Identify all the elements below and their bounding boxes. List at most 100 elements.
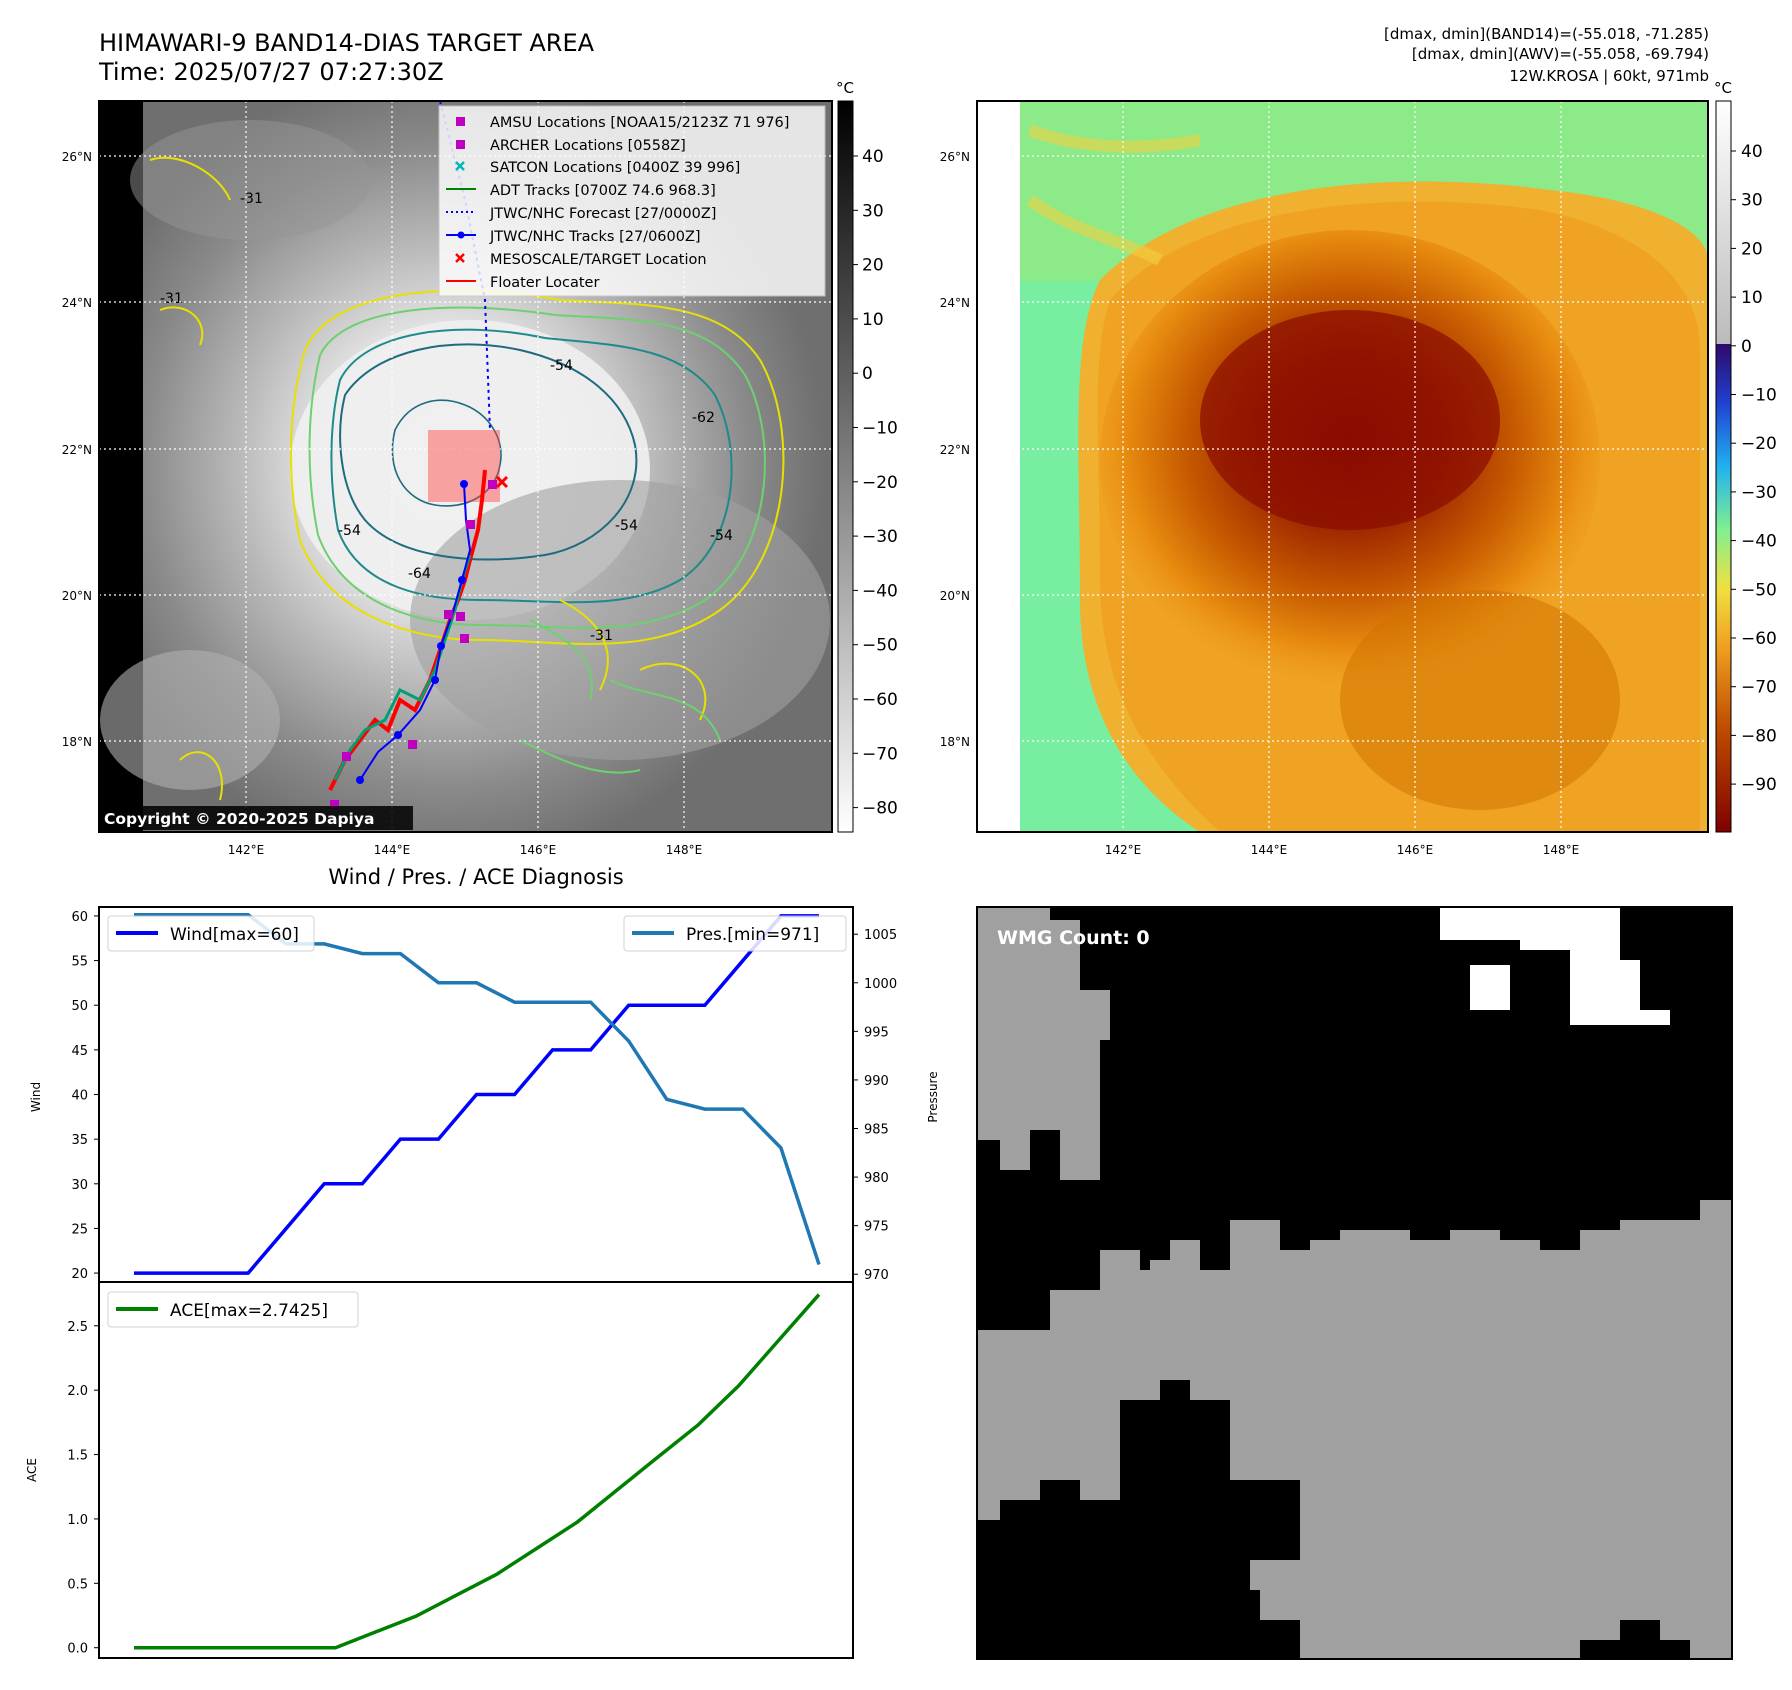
awv-colorbar-tick: −10 bbox=[1741, 386, 1777, 406]
legend-entry: Floater Locater bbox=[490, 275, 599, 291]
ir-lat-label: 20°N bbox=[62, 589, 92, 603]
legend-entry: ADT Tracks [0700Z 74.6 968.3] bbox=[490, 183, 716, 199]
ir-lon-label: 144°E bbox=[374, 843, 411, 857]
awv-range: [dmax, dmin](AWV)=(-55.058, -69.794) bbox=[1412, 45, 1709, 63]
ir-colorbar-tick: −80 bbox=[862, 799, 898, 819]
ace-tick-label: 0.5 bbox=[67, 1577, 88, 1592]
awv-colorbar-tick: −90 bbox=[1741, 775, 1777, 795]
awv-lat-label: 24°N bbox=[940, 296, 970, 310]
pressure-legend-label: Pres.[min=971] bbox=[686, 925, 819, 945]
wind-tick-label: 30 bbox=[71, 1178, 88, 1193]
contour-label: -62 bbox=[692, 410, 715, 426]
awv-colorbar-tick: −50 bbox=[1741, 580, 1777, 600]
copyright-box bbox=[99, 806, 413, 830]
pressure-axis-ticks: 1005 1000 995 990 985 980 975 970 bbox=[853, 928, 897, 1283]
ace-tick-label: 2.0 bbox=[67, 1384, 88, 1399]
awv-colorbar-tick: −80 bbox=[1741, 726, 1777, 746]
storm-info: 12W.KROSA | 60kt, 971mb bbox=[1509, 67, 1709, 85]
legend-entry: MESOSCALE/TARGET Location bbox=[490, 252, 707, 268]
ir-lat-label: 24°N bbox=[62, 296, 92, 310]
legend-marker-archer bbox=[456, 140, 465, 149]
ace-chart: 2.5 2.0 1.5 1.0 0.5 0.0 ACE ACE[max=2.7425] bbox=[25, 1281, 854, 1659]
ir-lat-label: 18°N bbox=[62, 735, 92, 749]
wmg-gray-region-lower bbox=[977, 1200, 1732, 1659]
ir-colorbar-tick: −20 bbox=[862, 473, 898, 493]
ace-legend: ACE[max=2.7425] bbox=[107, 1291, 359, 1328]
figure-time: Time: 2025/07/27 07:27:30Z bbox=[98, 58, 444, 86]
ir-map-panel: -31 -31 -54 -54 -64 -54 -62 -31 -54 bbox=[99, 101, 832, 832]
ir-colorbar-tick: 10 bbox=[862, 310, 884, 330]
wmg-white-region bbox=[1440, 907, 1670, 1025]
awv-lon-label: 144°E bbox=[1251, 843, 1288, 857]
map-tick-labels: 26°N 26°N 24°N 24°N 22°N 22°N 20°N 20°N 18°N 18°N… bbox=[62, 150, 1580, 857]
awv-colorbar-ticks: 40 30 20 10 0 −10 −20 −30 −40 −50 −60 −70 −80 −90 bbox=[1731, 142, 1777, 795]
pressure-tick-label: 1005 bbox=[864, 928, 897, 943]
contour-label: -31 bbox=[160, 291, 183, 307]
legend-entry: AMSU Locations [NOAA15/2123Z 71 976] bbox=[490, 115, 789, 131]
pressure-tick-label: 990 bbox=[864, 1074, 889, 1089]
ace-line bbox=[134, 1293, 821, 1650]
ir-colorbar-tick: −10 bbox=[862, 419, 898, 439]
awv-colorbar-tick: −60 bbox=[1741, 629, 1777, 649]
awv-colorbar-tick: −70 bbox=[1741, 678, 1777, 698]
ir-lat-label: 22°N bbox=[62, 443, 92, 457]
ir-lon-label: 142°E bbox=[228, 843, 265, 857]
pressure-axis-label: Pressure bbox=[926, 1071, 940, 1122]
pressure-tick-label: 1000 bbox=[864, 977, 897, 992]
wind-pres-chart: 60 55 50 45 40 35 30 25 20 1005 1000 995 990 985 980 9… bbox=[29, 906, 940, 1283]
legend-marker-amsu bbox=[456, 117, 465, 126]
pressure-tick-label: 985 bbox=[864, 1123, 889, 1138]
diagnosis-title: Wind / Pres. / ACE Diagnosis bbox=[328, 865, 623, 889]
pressure-tick-label: 980 bbox=[864, 1171, 889, 1186]
wind-tick-label: 35 bbox=[71, 1133, 88, 1148]
contour-label: -54 bbox=[550, 358, 573, 374]
ir-colorbar-tick: 40 bbox=[862, 147, 884, 167]
contour-yellow bbox=[289, 289, 785, 645]
awv-lat-label: 26°N bbox=[940, 150, 970, 164]
ace-tick-label: 1.5 bbox=[67, 1449, 88, 1464]
pressure-line bbox=[134, 913, 821, 1266]
ace-axis-ticks: 2.5 2.0 1.5 1.0 0.5 0.0 bbox=[67, 1320, 99, 1657]
ir-colorbar-tick: 0 bbox=[862, 364, 873, 384]
pressure-tick-label: 975 bbox=[864, 1220, 889, 1235]
legend-entry: SATCON Locations [0400Z 39 996] bbox=[490, 160, 740, 176]
ace-tick-label: 0.0 bbox=[67, 1642, 88, 1657]
contour-label: -31 bbox=[590, 628, 613, 644]
awv-colorbar-tick: 0 bbox=[1741, 337, 1752, 357]
contour-label: -31 bbox=[240, 191, 263, 207]
ir-gridlines bbox=[99, 101, 832, 832]
contour-core bbox=[391, 399, 502, 507]
awv-lon-label: 148°E bbox=[1543, 843, 1580, 857]
awv-colorbar-tick: 10 bbox=[1741, 288, 1763, 308]
legend-entry: JTWC/NHC Tracks [27/0600Z] bbox=[489, 229, 701, 245]
wind-tick-label: 55 bbox=[71, 955, 88, 970]
wmg-panel: WMG Count: 0 bbox=[976, 906, 1733, 1660]
pressure-tick-label: 970 bbox=[864, 1268, 889, 1283]
ir-lat-label: 26°N bbox=[62, 150, 92, 164]
awv-lat-label: 20°N bbox=[940, 589, 970, 603]
wind-axis-label: Wind bbox=[29, 1082, 43, 1112]
ir-colorbar-tick: −30 bbox=[862, 527, 898, 547]
awv-map-panel bbox=[977, 101, 1708, 832]
pressure-legend: Pres.[min=971] bbox=[623, 915, 847, 952]
ir-colorbar-tick: −60 bbox=[862, 690, 898, 710]
ir-colorbar-tick: 30 bbox=[862, 201, 884, 221]
awv-colorbar-tick: −40 bbox=[1741, 532, 1777, 552]
awv-gridlines bbox=[977, 101, 1708, 832]
awv-lat-label: 18°N bbox=[940, 735, 970, 749]
contour-labels: -31 -31 -54 -54 -64 -54 -62 -31 -54 bbox=[160, 191, 733, 644]
ace-tick-label: 1.0 bbox=[67, 1513, 88, 1528]
wind-tick-label: 40 bbox=[71, 1089, 88, 1104]
legend-marker-satcon bbox=[455, 161, 465, 171]
figure-title: HIMAWARI-9 BAND14-DIAS TARGET AREA bbox=[99, 29, 595, 57]
legend-entry: ARCHER Locations [0558Z] bbox=[490, 138, 686, 154]
contour-label: -64 bbox=[408, 566, 431, 582]
ir-lon-label: 148°E bbox=[666, 843, 703, 857]
ir-colorbar-ticks: 40 30 20 10 0 −10 −20 −30 −40 −50 −60 −70 −80 bbox=[853, 147, 898, 819]
contour-label: -54 bbox=[338, 523, 361, 539]
contour-green bbox=[308, 306, 766, 629]
wind-axis-ticks: 60 55 50 45 40 35 30 25 20 bbox=[71, 910, 99, 1282]
awv-colorbar-upper bbox=[1716, 101, 1731, 344]
wind-tick-label: 45 bbox=[71, 1044, 88, 1059]
